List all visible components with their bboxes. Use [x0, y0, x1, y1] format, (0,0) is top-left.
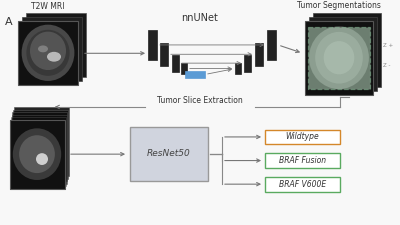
Bar — [267, 30, 276, 60]
Bar — [265, 130, 340, 144]
Text: A: A — [5, 17, 13, 27]
Bar — [148, 30, 157, 60]
Text: BRAF Fusion: BRAF Fusion — [279, 156, 326, 165]
Ellipse shape — [309, 26, 369, 89]
Bar — [185, 70, 205, 78]
Text: Tumor Segmentations: Tumor Segmentations — [297, 2, 381, 11]
Bar — [14, 107, 69, 176]
Bar — [13, 110, 68, 179]
Text: T2W MRI: T2W MRI — [31, 2, 65, 11]
Ellipse shape — [26, 30, 70, 76]
Bar — [244, 55, 251, 72]
Text: BRAF V600E: BRAF V600E — [279, 180, 326, 189]
Bar — [309, 17, 377, 91]
Bar — [308, 27, 370, 89]
Bar — [181, 63, 187, 74]
Bar — [235, 63, 241, 74]
Bar — [10, 120, 65, 189]
Bar — [265, 177, 340, 191]
Bar — [265, 153, 340, 168]
Bar — [10, 120, 65, 189]
Bar — [130, 127, 208, 181]
Text: Tumor Slice Extraction: Tumor Slice Extraction — [157, 96, 243, 105]
Bar — [18, 21, 78, 85]
Bar — [11, 117, 66, 186]
Text: Z -: Z - — [383, 63, 390, 68]
Bar — [22, 17, 82, 81]
Text: ResNet50: ResNet50 — [147, 149, 191, 158]
Ellipse shape — [13, 128, 61, 180]
Bar — [12, 112, 67, 181]
Ellipse shape — [22, 25, 74, 81]
Ellipse shape — [30, 32, 66, 70]
Ellipse shape — [47, 52, 61, 62]
Bar — [160, 43, 168, 66]
Bar — [26, 14, 86, 77]
Bar — [12, 115, 66, 184]
Bar — [172, 55, 179, 72]
Bar — [305, 21, 373, 95]
Bar — [313, 14, 381, 87]
Text: Wildtype: Wildtype — [286, 133, 319, 142]
Text: Z +: Z + — [383, 43, 393, 48]
Ellipse shape — [38, 45, 48, 52]
Text: nnUNet: nnUNet — [182, 14, 218, 23]
Bar — [255, 43, 263, 66]
Ellipse shape — [19, 135, 55, 173]
Ellipse shape — [36, 153, 48, 165]
Ellipse shape — [324, 41, 354, 74]
Ellipse shape — [315, 32, 363, 83]
